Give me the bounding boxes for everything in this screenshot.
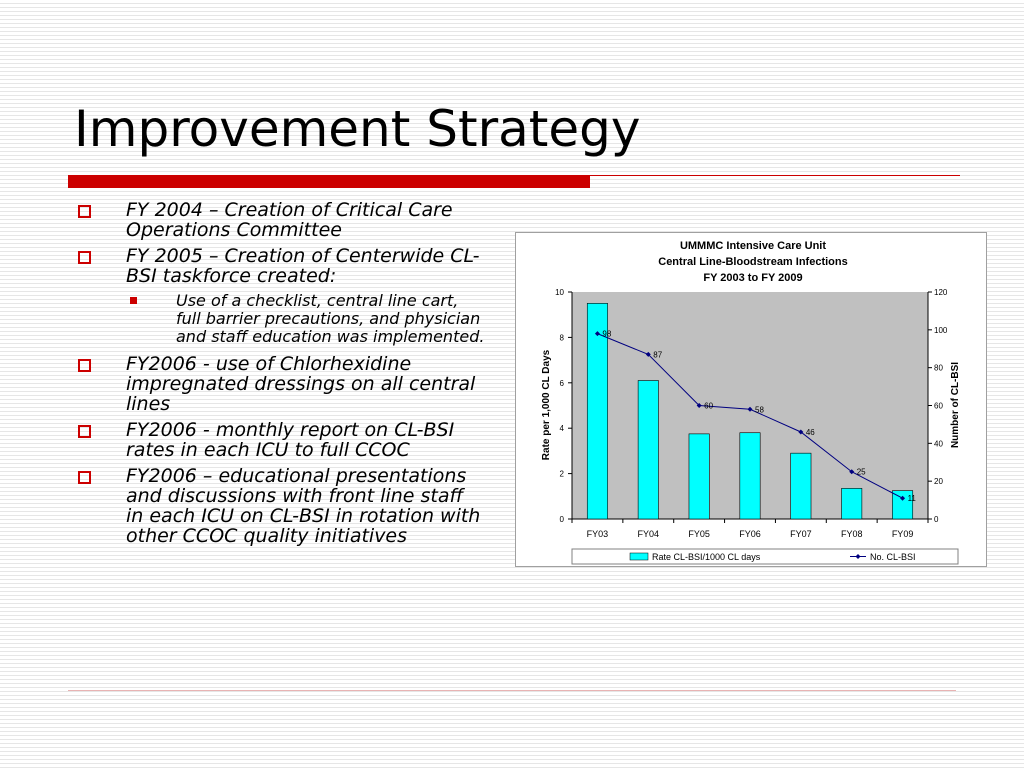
- line-point: [849, 469, 855, 475]
- legend-label-count: No. CL-BSI: [870, 552, 916, 562]
- y-tick-label: 4: [560, 424, 565, 433]
- bar: [892, 490, 914, 520]
- line-point: [747, 406, 753, 412]
- data-label: 58: [755, 405, 764, 414]
- bar: [790, 452, 812, 520]
- bar: [739, 432, 761, 520]
- legend: [571, 548, 959, 565]
- data-label: 11: [908, 494, 917, 503]
- bullet-text: FY2006 - use of Chlorhexidine impregnate…: [126, 353, 476, 415]
- bar: [586, 303, 608, 520]
- hollow-square-bullet-icon: [78, 251, 91, 264]
- y2-tick-label: 0: [934, 515, 939, 524]
- chart-title-line-3: FY 2003 to FY 2009: [703, 272, 802, 284]
- y-tick-label: 6: [560, 379, 565, 388]
- data-label: 98: [602, 330, 611, 339]
- bullet-text: FY 2004 – Creation of Critical Care Oper…: [126, 199, 453, 241]
- bullet-item: FY2006 – educational presentations and d…: [76, 466, 486, 546]
- y2-tick-label: 40: [934, 439, 943, 448]
- bar: [841, 488, 863, 520]
- bullet-item: FY2006 - monthly report on CL-BSI rates …: [76, 420, 486, 460]
- chart-title-line-2: Central Line-Bloodstream Infections: [658, 256, 847, 268]
- filled-square-bullet-icon: [130, 297, 137, 304]
- chart-title-line-1: UMMMC Intensive Care Unit: [680, 240, 826, 252]
- y2-tick-label: 80: [934, 364, 943, 373]
- bullet-item: FY2006 - use of Chlorhexidine impregnate…: [76, 354, 486, 414]
- y2-tick-label: 100: [934, 326, 948, 335]
- data-label: 25: [857, 468, 866, 477]
- line-point: [645, 351, 651, 357]
- line-point: [594, 331, 600, 337]
- bullet-item: FY 2005 – Creation of Centerwide CL-BSI …: [76, 246, 486, 286]
- y-axis-label: Rate per 1,000 CL Days: [541, 349, 552, 460]
- title-rule: [590, 175, 960, 176]
- y2-tick-label: 120: [934, 288, 948, 297]
- x-tick-label: FY08: [841, 529, 863, 539]
- y-tick-label: 10: [555, 288, 564, 297]
- title-accent-bar: [68, 175, 590, 188]
- footer-rule: [68, 690, 956, 691]
- y2-axis-label: Number of CL-BSI: [950, 362, 961, 448]
- y-tick-label: 2: [560, 470, 565, 479]
- bullet-list: FY 2004 – Creation of Critical Care Oper…: [76, 200, 486, 552]
- x-tick-label: FY03: [587, 529, 609, 539]
- data-label: 46: [806, 428, 815, 437]
- data-label: 60: [704, 402, 713, 411]
- line-point: [798, 429, 804, 435]
- line-point: [696, 403, 702, 408]
- sub-bullet-item: Use of a checklist, central line cart, f…: [76, 292, 486, 346]
- x-tick-label: FY05: [688, 529, 710, 539]
- bar: [637, 380, 659, 520]
- y-tick-label: 8: [560, 333, 565, 342]
- line-point: [900, 495, 906, 501]
- sub-bullet-text: Use of a checklist, central line cart, f…: [176, 291, 485, 346]
- data-label: 87: [653, 350, 662, 359]
- bullet-text: FY 2005 – Creation of Centerwide CL-BSI …: [126, 245, 480, 287]
- x-tick-label: FY06: [739, 529, 761, 539]
- y2-tick-label: 20: [934, 477, 943, 486]
- chart-panel: UMMMC Intensive Care Unit Central Line-B…: [515, 232, 987, 567]
- bullet-item: FY 2004 – Creation of Critical Care Oper…: [76, 200, 486, 240]
- bullet-text: FY2006 – educational presentations and d…: [126, 465, 481, 547]
- x-tick-label: FY09: [892, 529, 914, 539]
- y-tick-label: 0: [560, 515, 565, 524]
- legend-diamond-icon: [855, 554, 861, 559]
- chart-svg: UMMMC Intensive Care Unit Central Line-B…: [541, 240, 961, 565]
- x-tick-label: FY07: [790, 529, 812, 539]
- legend-label-rate: Rate CL-BSI/1000 CL days: [652, 552, 761, 562]
- legend-bar-swatch: [629, 552, 649, 561]
- hollow-square-bullet-icon: [78, 359, 91, 372]
- bullet-text: FY2006 - monthly report on CL-BSI rates …: [126, 419, 455, 461]
- bar: [688, 433, 710, 520]
- slide-title: Improvement Strategy: [74, 100, 641, 158]
- x-tick-label: FY04: [638, 529, 660, 539]
- hollow-square-bullet-icon: [78, 205, 91, 218]
- hollow-square-bullet-icon: [78, 471, 91, 484]
- y2-tick-label: 60: [934, 402, 943, 411]
- hollow-square-bullet-icon: [78, 425, 91, 438]
